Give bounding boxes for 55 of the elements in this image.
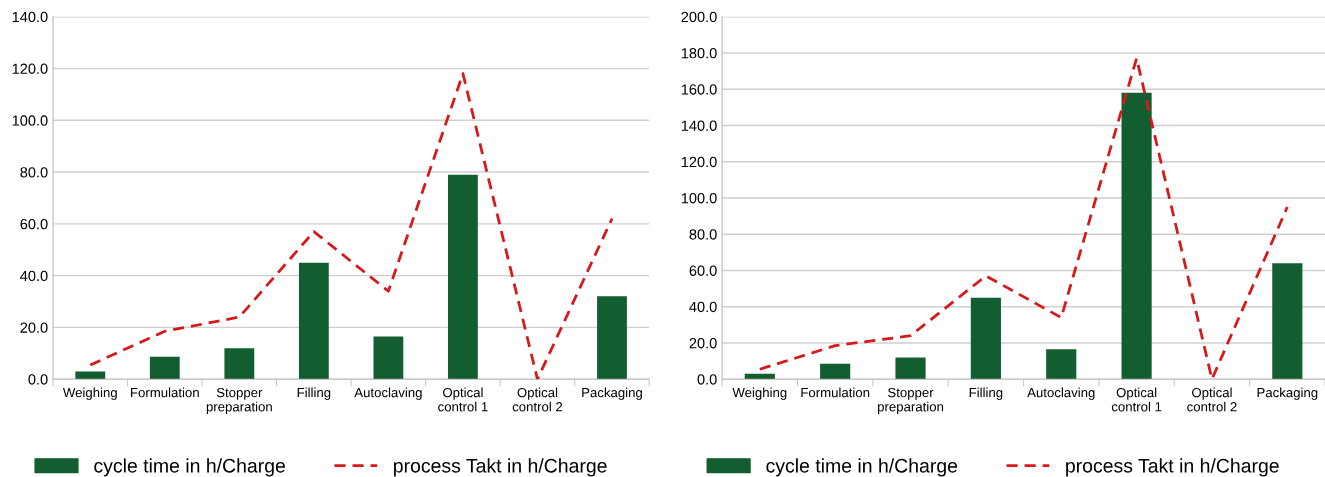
x-tick-label: Autoclaving	[354, 387, 422, 400]
y-tick-label: 80.0	[20, 167, 48, 178]
bar	[1046, 349, 1077, 380]
x-tick-label: Packaging	[582, 387, 642, 400]
bar	[820, 363, 851, 380]
y-tick-label: 120.0	[681, 156, 717, 168]
bar	[448, 174, 478, 380]
y-tick-label: 120.0	[12, 63, 48, 74]
x-tick-label: Weighing	[62, 387, 117, 400]
x-tick-label: Optical control 1	[1111, 387, 1162, 412]
y-tick-label: 40.0	[20, 270, 48, 282]
legend-label: cycle time in h/Charge	[94, 458, 285, 477]
x-tick-label: Optical control 2	[1187, 387, 1237, 412]
x-tick-label: Optical control 2	[512, 387, 563, 412]
y-tick-label: 20.0	[20, 322, 48, 333]
x-tick-label: Packaging	[1257, 387, 1318, 400]
y-tick-label: 60.0	[20, 218, 48, 230]
y-tick-label: 60.0	[689, 265, 717, 276]
bar	[597, 296, 627, 380]
line-series	[88, 72, 614, 380]
y-tick-label: 140.0	[12, 11, 48, 23]
y-tick-label: 20.0	[689, 338, 717, 349]
y-tick-label: 160.0	[681, 84, 717, 95]
bar	[224, 348, 255, 380]
bar	[298, 262, 329, 380]
y-tick-label: 40.0	[689, 301, 717, 313]
bar	[744, 373, 775, 380]
y-tick-label: 180.0	[681, 48, 717, 59]
bar	[149, 356, 180, 380]
y-tick-label: 100.0	[12, 115, 48, 126]
bar	[970, 297, 1001, 380]
x-tick-label: Autoclaving	[1027, 387, 1095, 400]
x-tick-label: Formulation	[131, 387, 199, 398]
y-tick-label: 200.0	[681, 11, 717, 23]
x-tick-label: Filling	[969, 387, 1003, 400]
legend-label: process Takt in h/Charge	[394, 458, 607, 477]
y-tick-label: 100.0	[681, 193, 717, 204]
y-tick-label: 0.0	[28, 374, 48, 385]
y-tick-label: 80.0	[689, 229, 717, 240]
bar	[895, 357, 926, 380]
bar	[373, 336, 404, 380]
line-series	[758, 56, 1289, 380]
x-tick-label: Stopper preparation	[206, 387, 272, 415]
x-tick-label: Formulation	[801, 387, 870, 398]
x-tick-label: Weighing	[732, 387, 787, 400]
bar	[1272, 263, 1303, 380]
x-tick-label: Filling	[297, 387, 331, 400]
legend-label: cycle time in h/Charge	[766, 458, 958, 477]
y-tick-label: 0.0	[697, 374, 717, 385]
y-tick-label: 140.0	[681, 120, 717, 131]
legend-label: process Takt in h/Charge	[1066, 458, 1279, 477]
x-tick-label: Stopper preparation	[878, 387, 944, 415]
bar	[1121, 92, 1152, 380]
bar	[75, 371, 106, 380]
x-tick-label: Optical control 1	[438, 387, 488, 412]
